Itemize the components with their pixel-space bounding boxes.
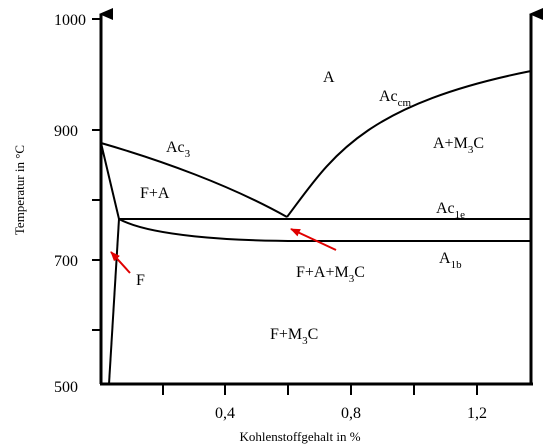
region-label-f-a-m3c: F+A+M3C [296,264,365,285]
curve-label-a1b: A1b [439,250,462,271]
region-label-f-a: F+A [140,185,170,202]
curve-label-ac1e: Ac1e [436,200,465,221]
y-tick-label-1000: 1000 [54,12,86,29]
red-arrow-eutectoid [290,228,337,251]
x-tick-label-1-2: 1,2 [467,405,487,422]
region-label-a: A [323,69,335,86]
y-axis-title: Temperatur in °C [12,145,27,235]
accm-curve [286,70,532,218]
x-axis-title: Kohlenstoffgehalt in % [239,429,360,444]
x-tick-label-0-8: 0,8 [341,405,361,422]
y-tick-label-700: 700 [54,253,78,270]
region-label-a-m3c: A+M3C [433,135,484,156]
region-label-f: F [136,272,145,289]
x-tick-label-0-4: 0,4 [215,405,235,422]
ferrite-solvus-line-upper [100,142,120,220]
a1b-curve [118,218,531,242]
ac3-curve [100,142,288,218]
y-tick-label-500: 500 [54,379,78,396]
ferrite-solvus-line-lower [108,218,120,385]
red-arrow-f [110,251,131,274]
region-label-f-m3c: F+M3C [270,326,318,347]
curve-label-accm: Accm [379,88,412,109]
curve-label-ac3: Ac3 [166,139,191,160]
y-tick-label-900: 900 [54,123,78,140]
